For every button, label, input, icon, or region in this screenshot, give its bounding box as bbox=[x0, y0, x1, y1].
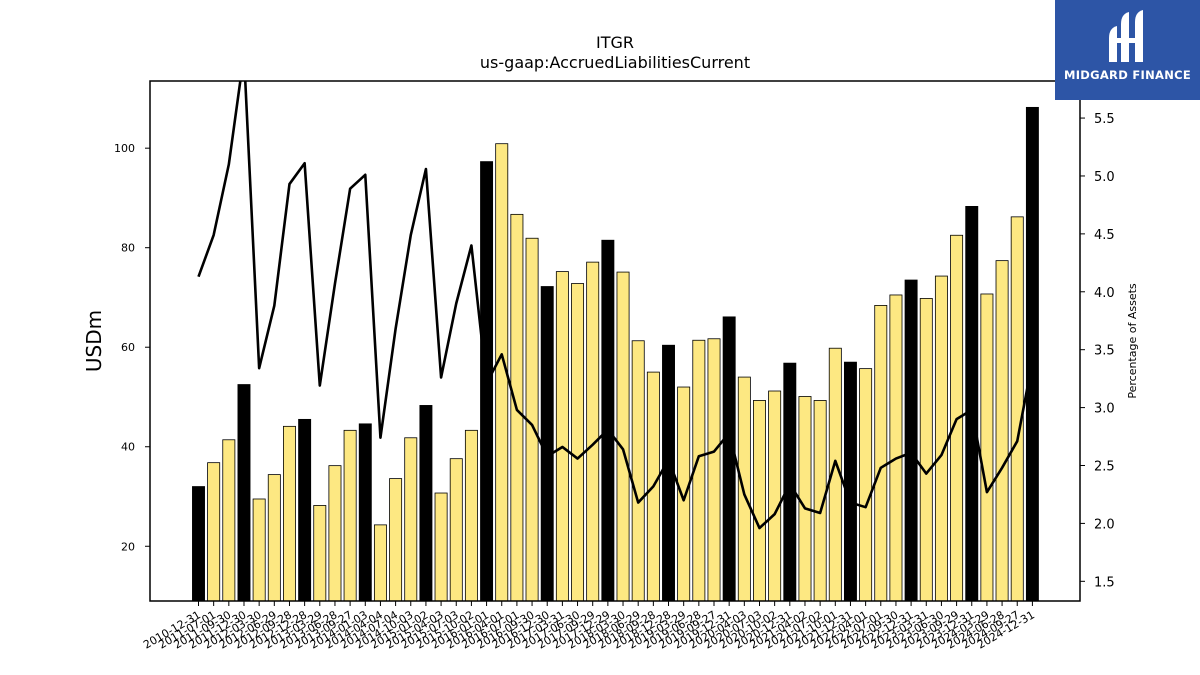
y-axis-ticks: 20 40 60 80 100 bbox=[114, 142, 150, 553]
bar-series bbox=[192, 106, 1039, 602]
bar bbox=[222, 439, 236, 602]
bar bbox=[859, 368, 873, 602]
bar bbox=[540, 286, 554, 602]
chart-subtitle: us-gaap:AccruedLiabilitiesCurrent bbox=[480, 53, 750, 72]
bar bbox=[616, 271, 630, 602]
y-tick-label: 40 bbox=[121, 441, 135, 454]
bar bbox=[328, 465, 342, 602]
bar bbox=[965, 205, 979, 602]
y-tick-label: 100 bbox=[114, 142, 135, 155]
x-axis-ticks: 2010-12-312011-07-012011-09-302011-12-30… bbox=[141, 601, 1037, 652]
bar bbox=[995, 260, 1009, 602]
bar bbox=[1010, 216, 1024, 602]
y-tick-label: 20 bbox=[121, 540, 135, 553]
bar bbox=[571, 283, 585, 602]
bar bbox=[586, 261, 600, 602]
bar bbox=[404, 437, 418, 602]
bar bbox=[631, 340, 645, 602]
bar bbox=[449, 458, 463, 602]
y2-tick-label: 1.5 bbox=[1094, 575, 1115, 590]
bar bbox=[1025, 106, 1039, 602]
bar bbox=[798, 396, 812, 602]
chart-title: ITGR bbox=[596, 33, 634, 52]
y2-tick-label: 5.5 bbox=[1094, 112, 1115, 127]
bar bbox=[919, 298, 933, 602]
y2-axis-label: Percentage of Assets bbox=[1126, 283, 1139, 399]
bar bbox=[298, 418, 312, 602]
bar bbox=[343, 429, 357, 602]
bar bbox=[555, 271, 569, 602]
y2-tick-label: 4.5 bbox=[1094, 228, 1115, 243]
bar bbox=[373, 524, 387, 602]
bar bbox=[904, 279, 918, 602]
bar bbox=[889, 294, 903, 602]
line-series bbox=[197, 81, 1034, 530]
bar bbox=[192, 486, 205, 602]
bar bbox=[874, 305, 888, 602]
bar bbox=[358, 423, 372, 602]
bar bbox=[601, 239, 615, 602]
bar bbox=[419, 405, 433, 602]
bar bbox=[389, 478, 403, 602]
bar bbox=[313, 505, 327, 602]
bar bbox=[237, 384, 251, 602]
plot-frame bbox=[149, 80, 1081, 602]
bar bbox=[464, 429, 478, 602]
bar bbox=[252, 498, 266, 602]
bar bbox=[207, 462, 221, 602]
bar bbox=[843, 361, 857, 602]
logo-mark-icon bbox=[1109, 10, 1143, 62]
bar bbox=[768, 390, 782, 602]
brand-logo: MIDGARD FINANCE bbox=[1055, 0, 1200, 100]
percentage-line bbox=[197, 81, 1034, 530]
y-axis-label: USDm bbox=[82, 310, 106, 372]
y2-tick-label: 3.5 bbox=[1094, 344, 1115, 359]
y2-tick-label: 3.0 bbox=[1094, 402, 1115, 417]
bar bbox=[434, 492, 448, 602]
bar bbox=[934, 275, 948, 602]
y2-axis-ticks: 1.5 2.0 2.5 3.0 3.5 4.0 4.5 5.0 5.5 bbox=[1080, 112, 1115, 590]
bar bbox=[267, 474, 281, 602]
bar bbox=[707, 338, 721, 602]
bar bbox=[980, 293, 994, 602]
y2-tick-label: 5.0 bbox=[1094, 170, 1115, 185]
y-tick-label: 60 bbox=[121, 341, 135, 354]
bar bbox=[783, 362, 797, 602]
bar bbox=[753, 400, 766, 602]
bar bbox=[283, 425, 296, 602]
bar bbox=[677, 386, 691, 602]
logo-text: MIDGARD FINANCE bbox=[1063, 68, 1192, 82]
y-tick-label: 80 bbox=[121, 242, 135, 255]
bar bbox=[722, 316, 736, 602]
y2-tick-label: 4.0 bbox=[1094, 286, 1115, 301]
y2-tick-label: 2.0 bbox=[1094, 517, 1115, 532]
y2-tick-label: 2.5 bbox=[1094, 459, 1115, 474]
